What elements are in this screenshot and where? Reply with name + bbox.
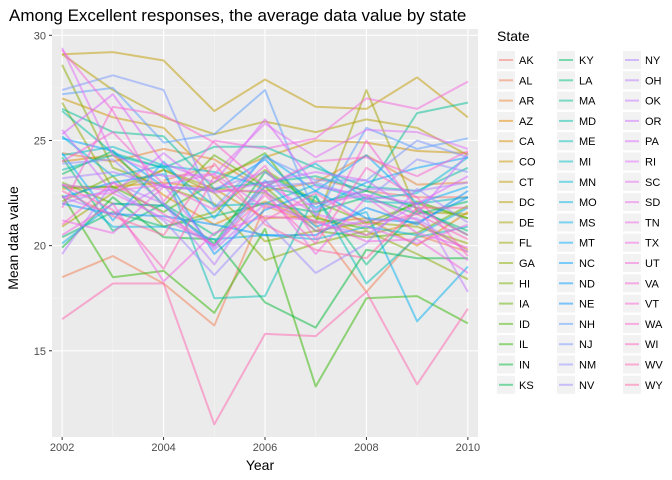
legend-title: State — [497, 28, 530, 44]
series-line-ut — [61, 49, 469, 203]
legend-label-nd: ND — [579, 278, 595, 290]
series-line-id — [62, 152, 469, 230]
legend-label-il: IL — [519, 339, 528, 351]
legend-label-id: ID — [519, 319, 530, 331]
y-axis-ticks: 15 20 25 30 — [34, 30, 52, 358]
legend-label-ga: GA — [519, 258, 536, 270]
x-tick-label: 2006 — [253, 442, 277, 454]
legend-label-ny: NY — [645, 55, 661, 67]
legend-label-in: IN — [519, 360, 530, 372]
series-line-ny — [61, 171, 469, 211]
legend-label-ak: AK — [519, 55, 534, 67]
legend-label-nh: NH — [579, 319, 595, 331]
y-tick-label: 30 — [34, 30, 46, 42]
legend-label-pa: PA — [645, 136, 660, 148]
legend-label-ms: MS — [579, 217, 596, 229]
legend-label-wa: WA — [645, 319, 663, 331]
y-tick-label: 15 — [34, 346, 46, 358]
legend-label-ia: IA — [519, 299, 530, 311]
y-tick-label: 20 — [34, 241, 46, 253]
legend-label-vt: VT — [645, 299, 659, 311]
legend-label-md: MD — [579, 116, 596, 128]
series-line-ok — [61, 183, 469, 293]
legend-label-sc: SC — [645, 177, 660, 189]
series-line-de — [61, 89, 468, 228]
legend-label-ca: CA — [519, 136, 535, 148]
legend-label-sd: SD — [645, 197, 660, 209]
legend-label-nc: NC — [579, 258, 595, 270]
series-line-nh — [61, 86, 469, 218]
series-line-wa — [61, 166, 469, 257]
legend-label-dc: DC — [519, 197, 535, 209]
legend-label-me: ME — [579, 136, 596, 148]
legend-label-tx: TX — [645, 238, 660, 250]
series-line-nj — [61, 74, 469, 209]
gridlines — [52, 29, 478, 437]
legend-label-mi: MI — [579, 157, 591, 169]
legend-label-mo: MO — [579, 197, 597, 209]
legend: State AK AL AR AZ CA CO CT DC DE FL GA HI IA ID IL IN KS… — [497, 28, 663, 394]
legend-label-ct: CT — [519, 177, 534, 189]
legend-label-wv: WV — [645, 360, 663, 372]
legend-label-hi: HI — [519, 278, 530, 290]
series-line-pa — [61, 93, 469, 205]
y-tick-label: 25 — [34, 135, 46, 147]
series-line-al — [61, 204, 469, 327]
legend-label-la: LA — [579, 75, 593, 87]
legend-label-co: CO — [519, 157, 536, 169]
legend-label-mn: MN — [579, 177, 596, 189]
legend-label-nj: NJ — [579, 339, 592, 351]
x-tick-label: 2008 — [354, 442, 378, 454]
series-line-wv — [61, 282, 469, 426]
series-line-wy — [61, 162, 468, 260]
legend-label-ks: KS — [519, 380, 534, 392]
legend-label-or: OR — [645, 116, 662, 128]
series-line-tn — [61, 185, 469, 255]
x-axis-ticks: 2002 2004 2006 2008 2010 — [50, 437, 480, 454]
series-line-sc — [62, 181, 469, 247]
y-axis-title: Mean data value — [5, 186, 21, 290]
legend-label-wi: WI — [645, 339, 658, 351]
series-line-wi — [61, 175, 469, 270]
x-tick-label: 2002 — [50, 442, 74, 454]
legend-label-ky: KY — [579, 55, 594, 67]
series-line-ri — [61, 47, 469, 178]
x-tick-label: 2010 — [456, 442, 480, 454]
legend-label-oh: OH — [645, 75, 662, 87]
series-line-sd — [61, 173, 469, 262]
legend-label-tn: TN — [645, 217, 660, 229]
legend-label-de: DE — [519, 217, 534, 229]
series-lines — [61, 47, 469, 426]
legend-label-al: AL — [519, 75, 532, 87]
series-line-vt — [61, 105, 469, 209]
legend-label-ok: OK — [645, 96, 662, 108]
series-line-in — [61, 196, 468, 329]
legend-label-az: AZ — [519, 116, 533, 128]
legend-label-ne: NE — [579, 299, 594, 311]
legend-label-nm: NM — [579, 360, 596, 372]
x-tick-label: 2004 — [151, 442, 175, 454]
legend-label-ri: RI — [645, 157, 656, 169]
legend-label-ma: MA — [579, 96, 596, 108]
series-line-dc — [61, 53, 469, 157]
legend-label-va: VA — [645, 278, 660, 290]
legend-label-nv: NV — [579, 380, 595, 392]
x-axis-title: Year — [246, 457, 275, 473]
legend-label-ut: UT — [645, 258, 660, 270]
series-line-me — [61, 154, 469, 300]
series-line-il — [61, 194, 469, 388]
legend-label-ar: AR — [519, 96, 534, 108]
legend-label-wy: WY — [645, 380, 663, 392]
legend-label-fl: FL — [519, 238, 532, 250]
series-line-ct — [62, 51, 469, 119]
legend-label-mt: MT — [579, 238, 595, 250]
chart-title: Among Excellent responses, the average d… — [9, 6, 466, 25]
